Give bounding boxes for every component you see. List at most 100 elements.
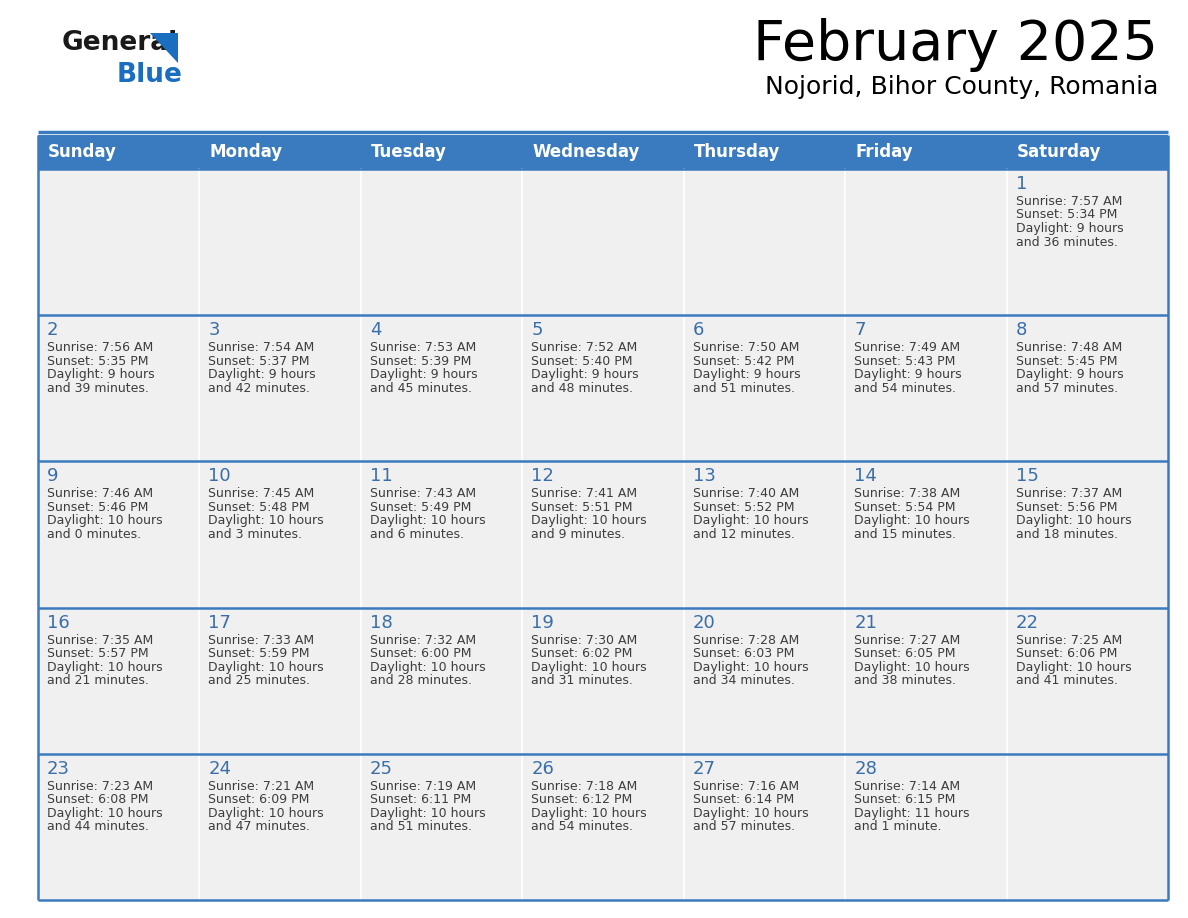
Text: and 44 minutes.: and 44 minutes. bbox=[48, 821, 148, 834]
Text: Daylight: 10 hours: Daylight: 10 hours bbox=[531, 661, 647, 674]
Text: 19: 19 bbox=[531, 613, 554, 632]
Text: Sunset: 5:56 PM: Sunset: 5:56 PM bbox=[1016, 501, 1117, 514]
Text: Daylight: 9 hours: Daylight: 9 hours bbox=[693, 368, 801, 381]
Text: Sunrise: 7:56 AM: Sunrise: 7:56 AM bbox=[48, 341, 153, 354]
Text: 18: 18 bbox=[369, 613, 392, 632]
Text: and 54 minutes.: and 54 minutes. bbox=[854, 382, 956, 395]
Text: and 15 minutes.: and 15 minutes. bbox=[854, 528, 956, 541]
Text: Sunrise: 7:57 AM: Sunrise: 7:57 AM bbox=[1016, 195, 1121, 208]
Text: Sunset: 6:12 PM: Sunset: 6:12 PM bbox=[531, 793, 632, 806]
Text: 8: 8 bbox=[1016, 321, 1026, 339]
Text: Sunset: 5:39 PM: Sunset: 5:39 PM bbox=[369, 354, 472, 368]
Text: 10: 10 bbox=[208, 467, 230, 486]
Text: Sunset: 5:54 PM: Sunset: 5:54 PM bbox=[854, 501, 955, 514]
Text: Daylight: 10 hours: Daylight: 10 hours bbox=[48, 514, 163, 528]
Text: Sunday: Sunday bbox=[48, 143, 116, 161]
Text: Sunset: 5:42 PM: Sunset: 5:42 PM bbox=[693, 354, 794, 368]
Text: 16: 16 bbox=[48, 613, 70, 632]
Text: 28: 28 bbox=[854, 760, 877, 778]
Text: Sunrise: 7:30 AM: Sunrise: 7:30 AM bbox=[531, 633, 638, 646]
Text: Daylight: 10 hours: Daylight: 10 hours bbox=[531, 807, 647, 820]
Text: and 28 minutes.: and 28 minutes. bbox=[369, 674, 472, 687]
Text: Sunrise: 7:46 AM: Sunrise: 7:46 AM bbox=[48, 487, 153, 500]
Text: and 9 minutes.: and 9 minutes. bbox=[531, 528, 625, 541]
Text: Daylight: 10 hours: Daylight: 10 hours bbox=[208, 807, 324, 820]
Text: Sunset: 6:00 PM: Sunset: 6:00 PM bbox=[369, 647, 472, 660]
Text: Sunrise: 7:23 AM: Sunrise: 7:23 AM bbox=[48, 779, 153, 793]
Text: 14: 14 bbox=[854, 467, 877, 486]
Text: Sunrise: 7:18 AM: Sunrise: 7:18 AM bbox=[531, 779, 638, 793]
Text: General: General bbox=[62, 30, 178, 56]
Text: Sunset: 6:08 PM: Sunset: 6:08 PM bbox=[48, 793, 148, 806]
Text: 27: 27 bbox=[693, 760, 715, 778]
Text: 24: 24 bbox=[208, 760, 232, 778]
Text: Daylight: 10 hours: Daylight: 10 hours bbox=[854, 661, 969, 674]
Text: Friday: Friday bbox=[855, 143, 912, 161]
Text: 22: 22 bbox=[1016, 613, 1038, 632]
Bar bbox=[38, 169, 1168, 315]
Text: Sunrise: 7:27 AM: Sunrise: 7:27 AM bbox=[854, 633, 960, 646]
Text: and 34 minutes.: and 34 minutes. bbox=[693, 674, 795, 687]
Text: Daylight: 10 hours: Daylight: 10 hours bbox=[693, 514, 808, 528]
Text: Sunrise: 7:25 AM: Sunrise: 7:25 AM bbox=[1016, 633, 1121, 646]
Text: Sunset: 5:45 PM: Sunset: 5:45 PM bbox=[1016, 354, 1117, 368]
Text: Daylight: 10 hours: Daylight: 10 hours bbox=[369, 661, 486, 674]
Text: and 51 minutes.: and 51 minutes. bbox=[369, 821, 472, 834]
Text: Sunset: 5:46 PM: Sunset: 5:46 PM bbox=[48, 501, 148, 514]
Text: Sunset: 6:15 PM: Sunset: 6:15 PM bbox=[854, 793, 955, 806]
Text: and 57 minutes.: and 57 minutes. bbox=[1016, 382, 1118, 395]
Text: 23: 23 bbox=[48, 760, 70, 778]
Text: Sunrise: 7:14 AM: Sunrise: 7:14 AM bbox=[854, 779, 960, 793]
Text: Sunrise: 7:19 AM: Sunrise: 7:19 AM bbox=[369, 779, 476, 793]
Text: Sunrise: 7:52 AM: Sunrise: 7:52 AM bbox=[531, 341, 638, 354]
Text: Sunset: 6:14 PM: Sunset: 6:14 PM bbox=[693, 793, 794, 806]
Text: Sunrise: 7:40 AM: Sunrise: 7:40 AM bbox=[693, 487, 800, 500]
Text: Daylight: 10 hours: Daylight: 10 hours bbox=[531, 514, 647, 528]
Text: 25: 25 bbox=[369, 760, 393, 778]
Text: Sunset: 5:59 PM: Sunset: 5:59 PM bbox=[208, 647, 310, 660]
Text: 7: 7 bbox=[854, 321, 866, 339]
Text: Wednesday: Wednesday bbox=[532, 143, 639, 161]
Text: Sunset: 6:05 PM: Sunset: 6:05 PM bbox=[854, 647, 955, 660]
Text: Daylight: 9 hours: Daylight: 9 hours bbox=[854, 368, 962, 381]
Text: and 38 minutes.: and 38 minutes. bbox=[854, 674, 956, 687]
Text: Daylight: 10 hours: Daylight: 10 hours bbox=[208, 661, 324, 674]
Text: Sunrise: 7:45 AM: Sunrise: 7:45 AM bbox=[208, 487, 315, 500]
Text: Monday: Monday bbox=[209, 143, 283, 161]
Text: 2: 2 bbox=[48, 321, 58, 339]
Text: Daylight: 9 hours: Daylight: 9 hours bbox=[1016, 368, 1123, 381]
Text: 3: 3 bbox=[208, 321, 220, 339]
Text: 11: 11 bbox=[369, 467, 392, 486]
Text: Sunset: 5:57 PM: Sunset: 5:57 PM bbox=[48, 647, 148, 660]
Text: Daylight: 11 hours: Daylight: 11 hours bbox=[854, 807, 969, 820]
Text: and 0 minutes.: and 0 minutes. bbox=[48, 528, 141, 541]
Bar bbox=[38, 608, 1168, 754]
Text: Sunset: 5:49 PM: Sunset: 5:49 PM bbox=[369, 501, 472, 514]
Text: Sunrise: 7:48 AM: Sunrise: 7:48 AM bbox=[1016, 341, 1121, 354]
Text: Daylight: 9 hours: Daylight: 9 hours bbox=[208, 368, 316, 381]
Text: and 25 minutes.: and 25 minutes. bbox=[208, 674, 310, 687]
Text: Sunset: 5:48 PM: Sunset: 5:48 PM bbox=[208, 501, 310, 514]
Text: and 36 minutes.: and 36 minutes. bbox=[1016, 236, 1118, 249]
Text: Sunrise: 7:43 AM: Sunrise: 7:43 AM bbox=[369, 487, 476, 500]
Text: Tuesday: Tuesday bbox=[371, 143, 447, 161]
Text: Sunrise: 7:37 AM: Sunrise: 7:37 AM bbox=[1016, 487, 1121, 500]
Text: 5: 5 bbox=[531, 321, 543, 339]
Text: and 39 minutes.: and 39 minutes. bbox=[48, 382, 148, 395]
Text: and 48 minutes.: and 48 minutes. bbox=[531, 382, 633, 395]
Text: Daylight: 9 hours: Daylight: 9 hours bbox=[369, 368, 478, 381]
Text: Daylight: 10 hours: Daylight: 10 hours bbox=[1016, 514, 1131, 528]
Text: and 47 minutes.: and 47 minutes. bbox=[208, 821, 310, 834]
Text: Sunset: 6:06 PM: Sunset: 6:06 PM bbox=[1016, 647, 1117, 660]
Text: and 21 minutes.: and 21 minutes. bbox=[48, 674, 148, 687]
Text: 17: 17 bbox=[208, 613, 232, 632]
Text: Daylight: 10 hours: Daylight: 10 hours bbox=[693, 661, 808, 674]
Text: Sunrise: 7:21 AM: Sunrise: 7:21 AM bbox=[208, 779, 315, 793]
Text: Sunrise: 7:50 AM: Sunrise: 7:50 AM bbox=[693, 341, 800, 354]
Text: 6: 6 bbox=[693, 321, 704, 339]
Text: and 51 minutes.: and 51 minutes. bbox=[693, 382, 795, 395]
Text: and 41 minutes.: and 41 minutes. bbox=[1016, 674, 1118, 687]
Text: 1: 1 bbox=[1016, 175, 1026, 193]
Text: and 31 minutes.: and 31 minutes. bbox=[531, 674, 633, 687]
Text: Sunrise: 7:41 AM: Sunrise: 7:41 AM bbox=[531, 487, 638, 500]
